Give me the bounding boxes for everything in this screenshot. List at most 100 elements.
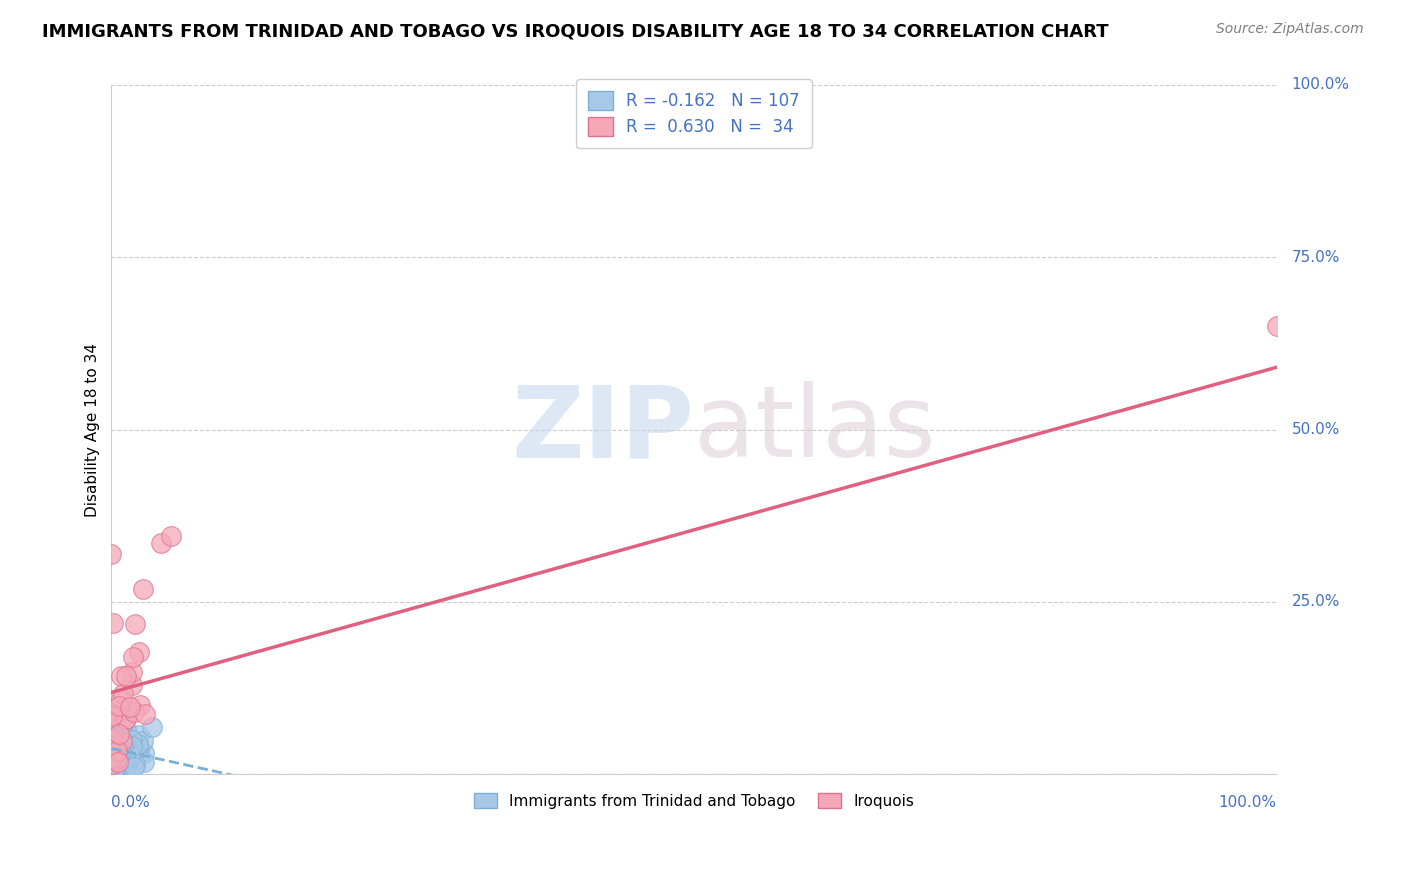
Point [101,733,124,747]
Point [107,758,129,772]
Point [104,753,127,767]
Point [100,729,122,743]
Text: atlas: atlas [695,381,935,478]
Point [101,738,124,752]
Point [114,751,136,765]
Point [121,649,143,664]
Point [104,731,127,745]
Point [114,723,136,738]
Point [127,737,149,751]
Point [100,755,122,769]
Point [103,747,125,761]
Point [100,708,122,723]
Point [112,739,135,754]
Point [104,755,127,769]
Point [110,692,132,706]
Point [110,757,132,772]
Point [1265,319,1288,334]
Point [117,752,139,766]
Point [110,669,132,683]
Point [112,748,135,763]
Point [128,728,150,742]
Point [132,755,155,769]
Point [101,745,124,759]
Point [115,668,138,682]
Point [107,732,129,747]
Point [122,742,145,756]
Point [100,721,122,735]
Point [103,747,125,761]
Point [141,720,163,734]
Point [118,749,141,764]
Text: ZIP: ZIP [512,381,695,478]
Point [105,747,128,761]
Text: 25.0%: 25.0% [1292,594,1340,609]
Point [114,742,136,756]
Point [108,727,131,741]
Point [110,731,132,746]
Point [105,744,128,758]
Point [104,739,127,753]
Point [101,744,124,758]
Point [121,678,143,692]
Legend: Immigrants from Trinidad and Tobago, Iroquois: Immigrants from Trinidad and Tobago, Iro… [468,787,921,814]
Point [107,698,129,713]
Point [110,746,132,760]
Point [107,760,129,774]
Point [104,747,127,761]
Point [101,743,124,757]
Point [112,750,135,764]
Point [107,750,129,764]
Point [104,751,127,765]
Point [100,739,122,754]
Point [108,748,131,763]
Point [115,740,138,755]
Point [107,729,129,743]
Point [103,748,125,763]
Point [107,755,129,769]
Point [104,767,127,781]
Point [132,582,155,596]
Point [103,753,125,767]
Text: 75.0%: 75.0% [1292,250,1340,265]
Point [104,736,127,750]
Point [111,741,134,756]
Point [121,665,143,679]
Point [121,732,143,747]
Point [128,645,150,659]
Point [124,705,146,719]
Point [111,727,134,741]
Point [104,747,127,762]
Text: 50.0%: 50.0% [1292,422,1340,437]
Point [124,616,146,631]
Point [100,709,122,723]
Point [128,698,150,712]
Point [121,739,143,753]
Point [112,733,135,747]
Point [117,751,139,765]
Text: 100.0%: 100.0% [1219,795,1277,810]
Point [101,743,124,757]
Point [132,747,155,761]
Point [105,744,128,758]
Point [101,729,124,743]
Point [111,715,134,730]
Point [107,755,129,769]
Point [100,764,122,779]
Y-axis label: Disability Age 18 to 34: Disability Age 18 to 34 [86,343,100,516]
Point [108,714,131,728]
Point [101,741,124,756]
Point [128,740,150,755]
Point [103,752,125,766]
Point [104,761,127,775]
Point [101,731,124,746]
Point [101,757,124,772]
Point [101,751,124,765]
Point [115,713,138,727]
Point [105,739,128,754]
Point [111,734,134,748]
Point [107,737,129,751]
Text: IMMIGRANTS FROM TRINIDAD AND TOBAGO VS IROQUOIS DISABILITY AGE 18 TO 34 CORRELAT: IMMIGRANTS FROM TRINIDAD AND TOBAGO VS I… [42,22,1109,40]
Point [101,707,124,722]
Text: 0.0%: 0.0% [111,795,150,810]
